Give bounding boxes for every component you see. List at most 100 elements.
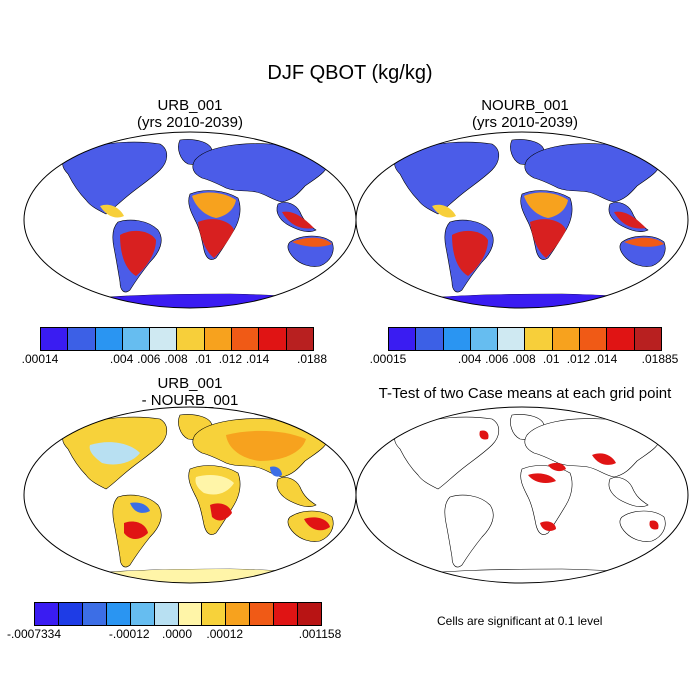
nourb-map-border [355,131,689,309]
diff-colorbar-swatch-3 [106,603,131,625]
nourb-colorbar-swatch-2 [443,328,471,350]
nourb-colorbar-swatch-6 [552,328,581,350]
ttest-map-border [355,406,689,584]
urb-map [23,131,357,309]
urb-colorbar [40,327,314,351]
diff-asia-warm [226,430,306,461]
diff-south-america-blue [130,502,150,513]
nourb-colorbar-swatch-7 [580,328,608,350]
ttest-sig-na-east [479,430,489,440]
nourb-colorbar-swatch-3 [470,328,499,350]
ttest-sig-sahara [528,473,556,483]
diff-india-blue [270,466,282,477]
nourb-colorbar-label-1: .004 [457,352,482,366]
figure-title: DJF QBOT (kg/kg) [267,62,433,84]
diff-colorbar-swatch-9 [250,603,275,625]
nourb-colorbar-label-0: .00015 [369,352,407,366]
urb-colorbar-swatch-2 [95,328,123,350]
urb-colorbar-label-1: .004 [109,352,134,366]
urb-colorbar-swatch-8 [259,328,287,350]
nourb-colorbar-label-4: .01 [542,352,560,366]
diff-colorbar-label-2: .0000 [161,627,193,641]
ttest-map [355,406,689,584]
urb-colorbar-label-7: .0188 [296,352,328,366]
urb-colorbar-label-5: .012 [218,352,243,366]
ttest-sig-africa-south [540,521,556,531]
urb-colorbar-label-2: .006 [137,352,161,366]
urb-panel-title: URB_001 (yrs 2010-2039) [20,97,360,131]
diff-south-america-red [124,521,148,539]
ttest-sig-europe [548,462,566,472]
diff-colorbar-swatch-5 [154,603,179,625]
urb-australia-north [292,237,332,247]
diff-colorbar-swatch-4 [130,603,155,625]
nourb-title-line1: NOURB_001 [481,97,569,114]
diff-title-line1: URB_001 [157,375,223,392]
diff-title-line2: - NOURB_001 [141,392,239,409]
urb-title-line2: (yrs 2010-2039) [137,114,243,131]
nourb-colorbar-swatch-9 [634,328,661,350]
urb-colorbar-label-0: .00014 [21,352,59,366]
urb-colorbar-label-3: .008 [164,352,188,366]
diff-map [23,406,357,584]
urb-title-line1: URB_001 [157,97,223,114]
diff-colorbar-label-4: .001158 [298,627,342,641]
nourb-tropics-south-america [452,230,488,276]
nourb-tropics-africa [530,219,566,258]
ttest-sig-asia [592,453,616,465]
nourb-colorbar [388,327,662,351]
nourb-colorbar-swatch-8 [607,328,635,350]
urb-colorbar-label-6: .014 [245,352,270,366]
ttest-panel-title: T-Test of two Case means at each grid po… [350,385,700,402]
urb-colorbar-swatch-6 [204,328,233,350]
diff-panel-title: URB_001 - NOURB_001 [20,375,360,409]
urb-gulf [100,204,124,218]
nourb-indonesia [614,211,646,229]
urb-colorbar-swatch-1 [68,328,96,350]
diff-colorbar-swatch-0 [35,603,59,625]
urb-indonesia [282,211,314,229]
nourb-colorbar-swatch-0 [389,328,417,350]
ttest-map-continents [391,413,675,583]
urb-colorbar-swatch-5 [177,328,205,350]
nourb-colorbar-label-7: .01885 [641,352,679,366]
diff-colorbar-swatch-11 [298,603,322,625]
nourb-colorbar-label-5: .012 [566,352,591,366]
diff-colorbar-swatch-1 [58,603,83,625]
nourb-colorbar-swatch-1 [416,328,444,350]
nourb-colorbar-label-6: .014 [593,352,618,366]
urb-colorbar-label-4: .01 [194,352,212,366]
diff-africa-red [210,503,232,521]
urb-colorbar-swatch-4 [150,328,178,350]
significance-note: Cells are significant at 0.1 level [437,614,603,628]
diff-colorbar-label-1: -.00012 [108,627,150,641]
urb-colorbar-swatch-9 [286,328,313,350]
diff-africa-mixed [195,475,234,495]
diff-north-america-cool [89,442,140,465]
urb-tropics-africa [198,219,234,258]
nourb-panel-title: NOURB_001 (yrs 2010-2039) [350,97,700,131]
diff-colorbar-swatch-10 [274,603,299,625]
nourb-colorbar-label-2: .006 [485,352,509,366]
diff-colorbar-swatch-6 [178,603,203,625]
urb-tropics-south-america [120,230,156,276]
diff-colorbar-label-3: .00012 [206,627,244,641]
nourb-australia-north [624,237,664,247]
urb-africa-north [192,192,236,218]
nourb-colorbar-swatch-5 [525,328,553,350]
urb-colorbar-swatch-7 [232,328,260,350]
nourb-colorbar-label-3: .008 [512,352,536,366]
ttest-sig-australia [649,520,659,530]
ttest-title-line1: T-Test of two Case means at each grid po… [378,385,672,402]
urb-colorbar-swatch-0 [41,328,69,350]
nourb-title-line2: (yrs 2010-2039) [472,114,578,131]
nourb-map [355,131,689,309]
diff-colorbar-swatch-7 [202,603,227,625]
nourb-colorbar-swatch-4 [498,328,526,350]
urb-colorbar-swatch-3 [122,328,151,350]
nourb-gulf [432,204,456,218]
nourb-africa-north [524,192,568,218]
diff-colorbar-label-0: -.0007334 [6,627,62,641]
diff-colorbar-swatch-8 [226,603,251,625]
diff-colorbar-swatch-2 [82,603,107,625]
